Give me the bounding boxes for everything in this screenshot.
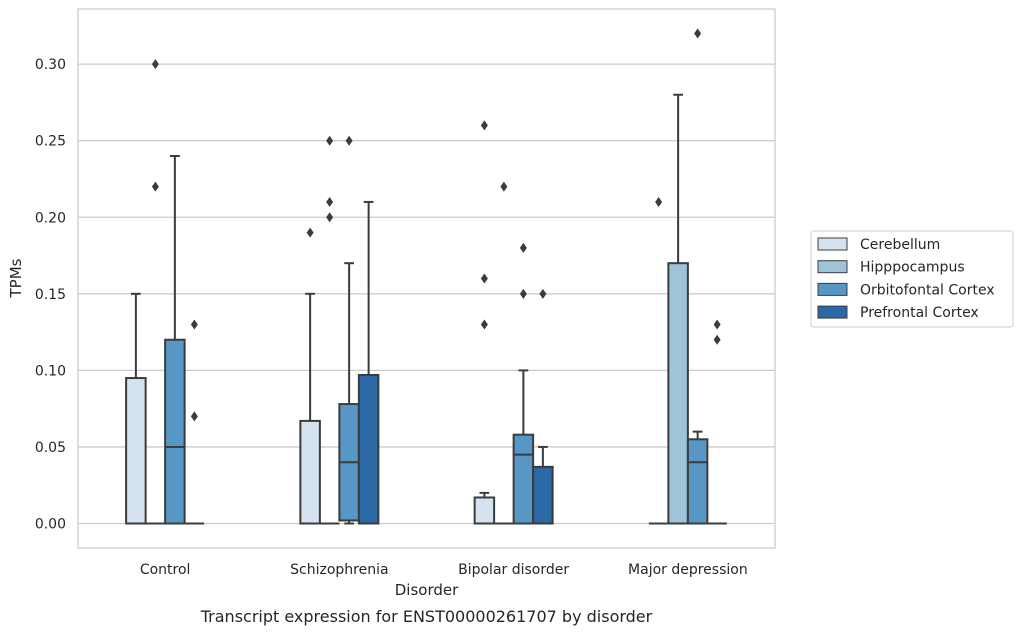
legend-swatch (817, 305, 848, 319)
x-tick-label: Major depression (628, 562, 748, 578)
legend-swatch (817, 237, 848, 251)
legend-label: Cerebellum (860, 237, 940, 253)
box-series (125, 28, 727, 525)
y-tick-label: 0.05 (35, 440, 66, 456)
x-tick-labels: Control Schizophrenia Bipolar disorder Majo… (140, 562, 748, 578)
box-2-3 (686, 28, 709, 525)
outlier-point (480, 319, 488, 330)
y-tick-label: 0.20 (35, 210, 66, 226)
x-tick-label: Schizophrenia (290, 562, 388, 578)
box-3-1 (357, 200, 380, 525)
outlier-point (655, 196, 663, 207)
x-axis-label: Disorder (395, 581, 459, 599)
x-tick-label: Bipolar disorder (458, 562, 569, 578)
y-tick-label: 0.00 (35, 517, 66, 533)
legend-swatch (817, 260, 848, 274)
outlier-point (713, 334, 721, 345)
box-1-0 (145, 59, 166, 525)
y-tick-label: 0.25 (35, 134, 66, 150)
box-body (473, 496, 496, 525)
outlier-point (480, 120, 488, 131)
legend-frame (810, 230, 1014, 328)
outlier-point (151, 59, 159, 70)
outlier-point (326, 135, 334, 146)
box-1-1 (319, 135, 340, 525)
box-body (299, 419, 321, 525)
box-3-3 (707, 319, 727, 525)
outlier-point (306, 227, 314, 238)
y-axis-label: TPMs (7, 258, 25, 298)
box-body (357, 373, 380, 525)
box-3-2 (532, 288, 554, 525)
y-tick-labels: 0.00 0.05 0.10 0.15 0.20 0.25 0.30 (35, 57, 66, 532)
box-body (512, 433, 535, 525)
outlier-point (190, 411, 198, 422)
box-0-0 (125, 292, 147, 525)
outlier-point (713, 319, 721, 330)
legend-label: Orbitofontal Cortex (860, 282, 995, 298)
outlier-point (480, 273, 488, 284)
legend-swatch (817, 282, 848, 296)
outlier-point (500, 181, 508, 192)
legend-label: Hipppocampus (860, 260, 965, 276)
plot-area (77, 8, 776, 549)
box-1-2 (494, 181, 514, 525)
outlier-point (519, 288, 527, 299)
legend-label: Prefrontal Cortex (860, 305, 979, 321)
outlier-point (326, 196, 334, 207)
box-0-3 (648, 196, 669, 525)
box-2-0 (164, 155, 186, 525)
box-body (125, 377, 147, 525)
y-tick-label: 0.30 (35, 57, 66, 73)
box-body (532, 465, 554, 525)
box-1-3 (667, 93, 689, 525)
box-0-1 (299, 227, 321, 525)
y-tick-label: 0.10 (35, 363, 66, 379)
box-body (686, 438, 709, 525)
outlier-point (190, 319, 198, 330)
box-2-1 (338, 135, 360, 525)
outlier-point (326, 212, 334, 223)
x-tick-label: Control (140, 562, 191, 578)
legend: Cerebellum Hipppocampus Orbitofontal Corte… (810, 230, 1014, 328)
outlier-point (539, 288, 547, 299)
box-body (667, 262, 689, 525)
box-body (164, 338, 186, 525)
outlier-point (151, 181, 159, 192)
chart-caption: Transcript expression for ENST0000026170… (200, 607, 653, 626)
outlier-point (345, 135, 353, 146)
y-tick-label: 0.15 (35, 287, 66, 303)
outlier-point (519, 242, 527, 253)
box-0-2 (473, 120, 496, 525)
box-3-0 (184, 319, 205, 525)
outlier-point (694, 28, 702, 39)
